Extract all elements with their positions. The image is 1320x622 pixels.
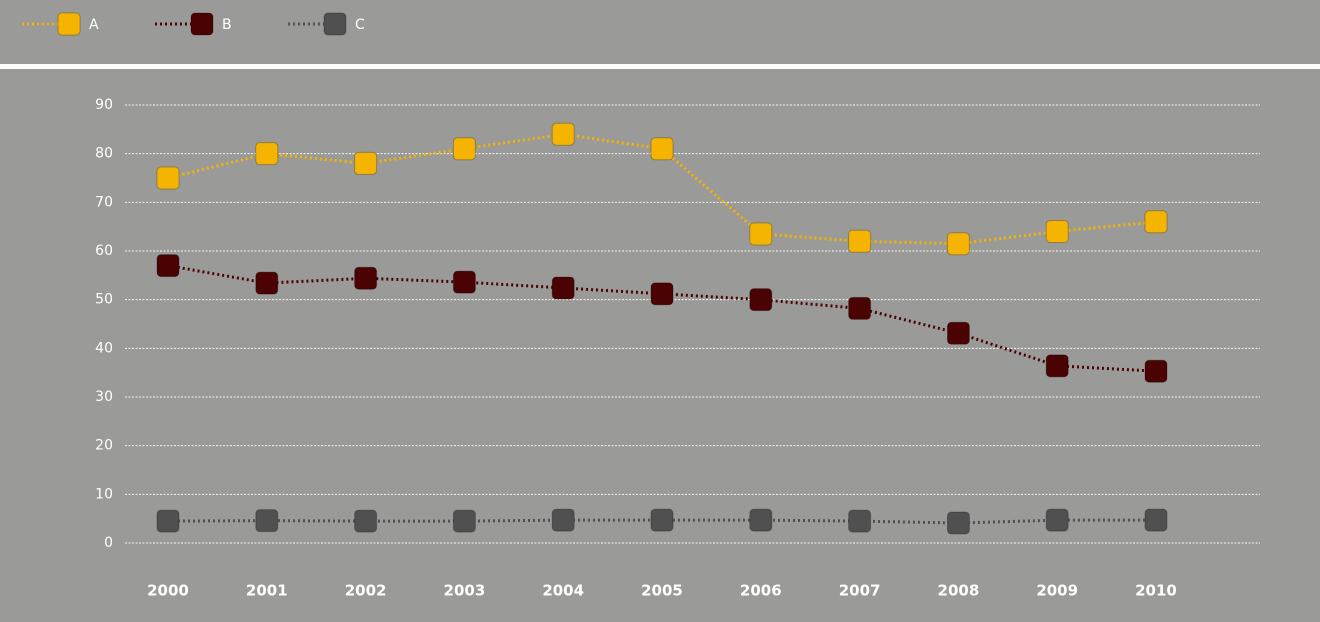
point xyxy=(452,270,476,294)
point xyxy=(354,509,378,533)
point xyxy=(1144,210,1168,234)
point xyxy=(354,151,378,175)
x-tick-label: 2002 xyxy=(345,582,387,600)
x-tick-label: 2005 xyxy=(641,582,683,600)
legend-label: C xyxy=(355,17,365,33)
x-tick-label: 2009 xyxy=(1036,582,1078,600)
legend-marker xyxy=(190,12,214,36)
x-tick-label: 2000 xyxy=(147,582,189,600)
x-tick-label: 2008 xyxy=(938,582,980,600)
x-tick-label: 2010 xyxy=(1135,582,1177,600)
y-tick-label: 40 xyxy=(95,340,113,356)
x-tick-label: 2004 xyxy=(542,582,584,600)
y-tick-label: 10 xyxy=(95,486,113,502)
point xyxy=(255,271,279,295)
legend-label: A xyxy=(89,17,99,33)
y-tick-label: 90 xyxy=(95,97,113,113)
point xyxy=(749,508,773,532)
point xyxy=(156,509,180,533)
point xyxy=(749,222,773,246)
point xyxy=(156,254,180,278)
point xyxy=(650,508,674,532)
x-tick-label: 2007 xyxy=(839,582,881,600)
point xyxy=(255,142,279,166)
point xyxy=(551,276,575,300)
point xyxy=(551,122,575,146)
y-tick-label: 20 xyxy=(95,438,113,454)
point xyxy=(848,229,872,253)
point xyxy=(255,509,279,533)
point xyxy=(848,509,872,533)
point xyxy=(452,509,476,533)
point xyxy=(452,137,476,161)
point xyxy=(1144,508,1168,532)
y-tick-label: 80 xyxy=(95,146,113,162)
x-tick-label: 2001 xyxy=(246,582,288,600)
point xyxy=(848,296,872,320)
separator xyxy=(0,64,1320,69)
legend-marker xyxy=(57,12,81,36)
y-tick-label: 70 xyxy=(95,194,113,210)
legend-label: B xyxy=(222,17,232,33)
point xyxy=(354,266,378,290)
point xyxy=(1045,354,1069,378)
point xyxy=(156,166,180,190)
point xyxy=(946,511,970,535)
y-tick-label: 30 xyxy=(95,389,113,405)
point xyxy=(650,282,674,306)
y-tick-label: 50 xyxy=(95,292,113,308)
point xyxy=(650,137,674,161)
legend-marker xyxy=(323,12,347,36)
point xyxy=(1144,359,1168,383)
point xyxy=(946,321,970,345)
x-tick-label: 2003 xyxy=(444,582,486,600)
point xyxy=(749,288,773,312)
x-tick-label: 2006 xyxy=(740,582,782,600)
point xyxy=(551,508,575,532)
y-tick-label: 0 xyxy=(104,535,113,551)
point xyxy=(946,232,970,256)
point xyxy=(1045,220,1069,244)
point xyxy=(1045,508,1069,532)
y-tick-label: 60 xyxy=(95,243,113,259)
